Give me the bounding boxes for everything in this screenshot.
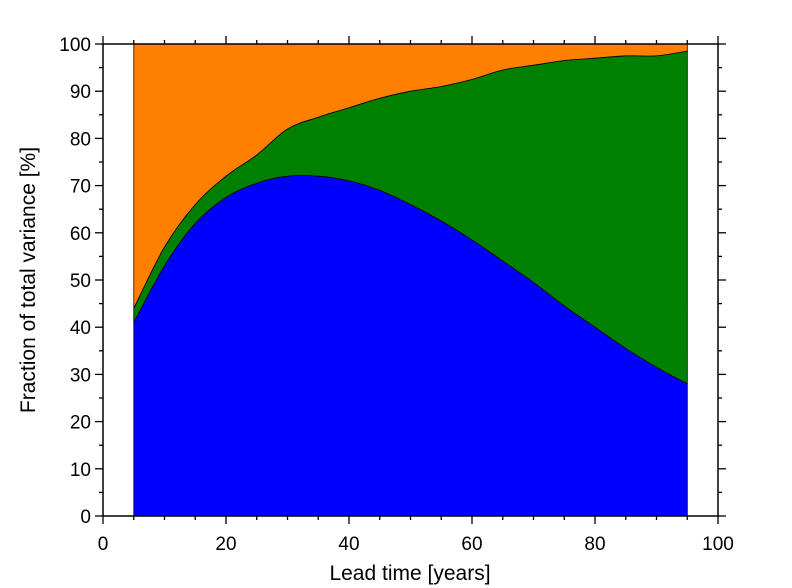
y-tick-label: 60	[70, 224, 91, 245]
y-tick-label: 50	[70, 271, 91, 292]
y-tick-label: 90	[70, 82, 91, 103]
x-axis-label: Lead time [years]	[329, 562, 490, 585]
x-tick-label: 0	[98, 534, 109, 555]
x-tick-label: 80	[584, 534, 605, 555]
y-tick-label: 70	[70, 177, 91, 198]
y-axis-label: Fraction of total variance [%]	[17, 147, 40, 413]
axis-ticks	[95, 36, 726, 524]
x-tick-label: 60	[461, 534, 482, 555]
tick-labels: 0 10 20 30 40 50 60 70 80 90 100 0 20 40 60 80 100	[59, 35, 734, 555]
y-tick-label: 30	[70, 365, 91, 386]
plot-frame	[102, 43, 719, 517]
x-tick-label: 20	[215, 534, 236, 555]
y-tick-label: 80	[70, 129, 91, 150]
y-tick-label: 20	[70, 413, 91, 434]
y-tick-label: 0	[80, 507, 91, 528]
x-tick-label: 100	[702, 534, 734, 555]
stacked-areas	[133, 43, 688, 517]
y-tick-label: 40	[70, 318, 91, 339]
y-tick-label: 10	[70, 460, 91, 481]
x-tick-label: 40	[338, 534, 359, 555]
y-tick-label: 100	[59, 35, 91, 56]
